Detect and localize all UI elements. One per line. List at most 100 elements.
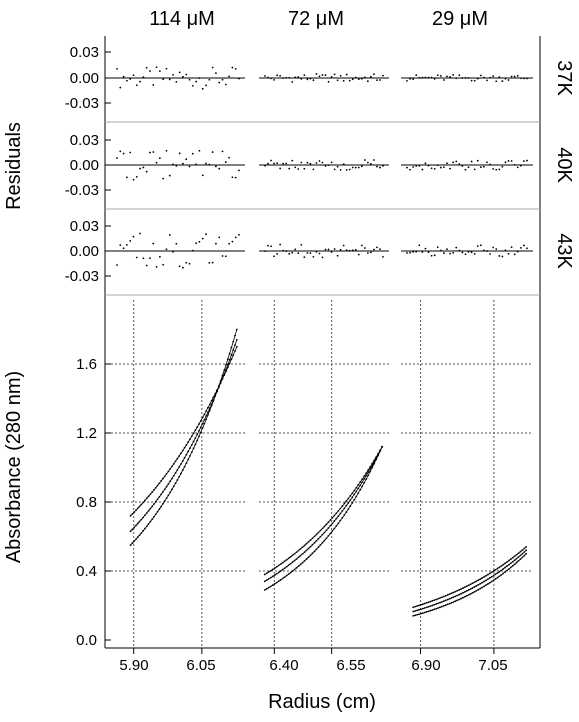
residual-point	[339, 248, 342, 251]
residual-point	[309, 162, 312, 165]
residual-point	[510, 75, 513, 78]
residual-point	[519, 77, 522, 80]
residual-point	[294, 76, 297, 79]
residual-point	[330, 161, 333, 164]
residual-point	[300, 161, 303, 164]
residual-point	[224, 161, 227, 163]
residual-point	[464, 253, 467, 256]
residual-point	[139, 167, 141, 170]
residual-point	[270, 245, 272, 248]
residual-point	[238, 169, 240, 172]
residual-point	[373, 73, 375, 76]
residual-point	[321, 161, 324, 164]
residual-point	[218, 236, 221, 239]
residual-point	[336, 254, 339, 257]
residual-point	[142, 257, 145, 260]
residual-point	[155, 265, 158, 268]
residual-point	[483, 249, 485, 252]
residual-point	[224, 83, 227, 86]
residual-point	[486, 161, 488, 164]
residual-point	[145, 66, 148, 69]
residual-point	[492, 167, 495, 170]
residual-point	[479, 74, 482, 77]
residual-point	[430, 167, 433, 170]
residual-point	[276, 252, 279, 255]
residual-point	[224, 255, 227, 258]
residual-point	[433, 167, 436, 170]
residual-point	[336, 165, 339, 168]
residual-point	[267, 76, 269, 79]
residual-point	[234, 67, 237, 70]
residual-point	[424, 76, 427, 79]
residual-point	[172, 73, 174, 76]
residual-point	[366, 252, 369, 254]
residual-point	[433, 254, 436, 257]
residual-point	[436, 74, 439, 77]
residual-point	[339, 74, 342, 77]
residual-tick-label: 0.03	[70, 218, 99, 235]
residual-point	[238, 77, 240, 80]
residual-point	[306, 252, 309, 254]
residual-point	[348, 79, 351, 82]
residual-point	[495, 248, 498, 250]
residual-point	[427, 164, 430, 167]
residual-point	[443, 79, 445, 81]
residual-point	[516, 250, 519, 253]
residual-point	[145, 264, 148, 267]
residual-point	[228, 75, 231, 78]
residual-point	[158, 255, 161, 258]
residual-point	[276, 162, 279, 165]
residual-point	[345, 249, 348, 252]
row-label-37K: 37K	[553, 60, 575, 96]
column-title-114uM: 114 μM	[149, 8, 215, 30]
residual-point	[458, 74, 461, 77]
residual-point	[455, 160, 458, 163]
residual-point	[231, 176, 234, 179]
residual-point	[149, 151, 151, 154]
residual-tick-label: 0.03	[70, 132, 99, 149]
residual-tick-label: 0.00	[70, 243, 99, 260]
absorbance-fit-curve	[413, 546, 527, 608]
residual-point	[412, 166, 415, 168]
residual-point	[165, 149, 168, 152]
residual-point	[467, 77, 470, 79]
residual-point	[119, 86, 122, 89]
residual-point	[526, 247, 528, 250]
x-axis-title: Radius (cm)	[268, 691, 376, 713]
residual-point	[467, 166, 470, 169]
absorbance-axis-title: Absorbance (280 nm)	[3, 371, 25, 563]
residual-point	[185, 73, 188, 76]
residual-point	[201, 87, 204, 90]
residual-point	[211, 151, 214, 153]
residual-point	[382, 164, 384, 167]
residual-point	[430, 76, 433, 79]
column-title-29uM: 29 μM	[432, 8, 488, 30]
residual-point	[409, 251, 411, 254]
residual-point	[519, 247, 522, 249]
residual-point	[507, 252, 510, 255]
residual-tick-label: 0.00	[70, 70, 99, 87]
residual-point	[152, 151, 155, 153]
residual-point	[452, 161, 455, 164]
residual-point	[264, 75, 266, 77]
residual-point	[306, 78, 309, 81]
residual-point	[421, 76, 424, 79]
residual-point	[270, 77, 272, 80]
residual-point	[421, 168, 424, 171]
residual-point	[327, 248, 330, 251]
absorbance-tick-label: 0.8	[76, 494, 97, 511]
residual-point	[357, 78, 360, 81]
residual-point	[198, 149, 201, 152]
residual-point	[379, 166, 381, 169]
column-title-72uM: 72 μM	[288, 8, 344, 30]
residual-point	[446, 75, 448, 78]
residual-point	[470, 79, 473, 82]
residual-point	[446, 162, 448, 165]
residual-point	[523, 244, 525, 247]
residual-point	[211, 261, 214, 264]
residual-point	[221, 255, 224, 257]
residual-point	[318, 160, 321, 162]
residual-point	[357, 253, 360, 256]
residual-point	[324, 74, 327, 76]
residual-point	[208, 261, 211, 264]
